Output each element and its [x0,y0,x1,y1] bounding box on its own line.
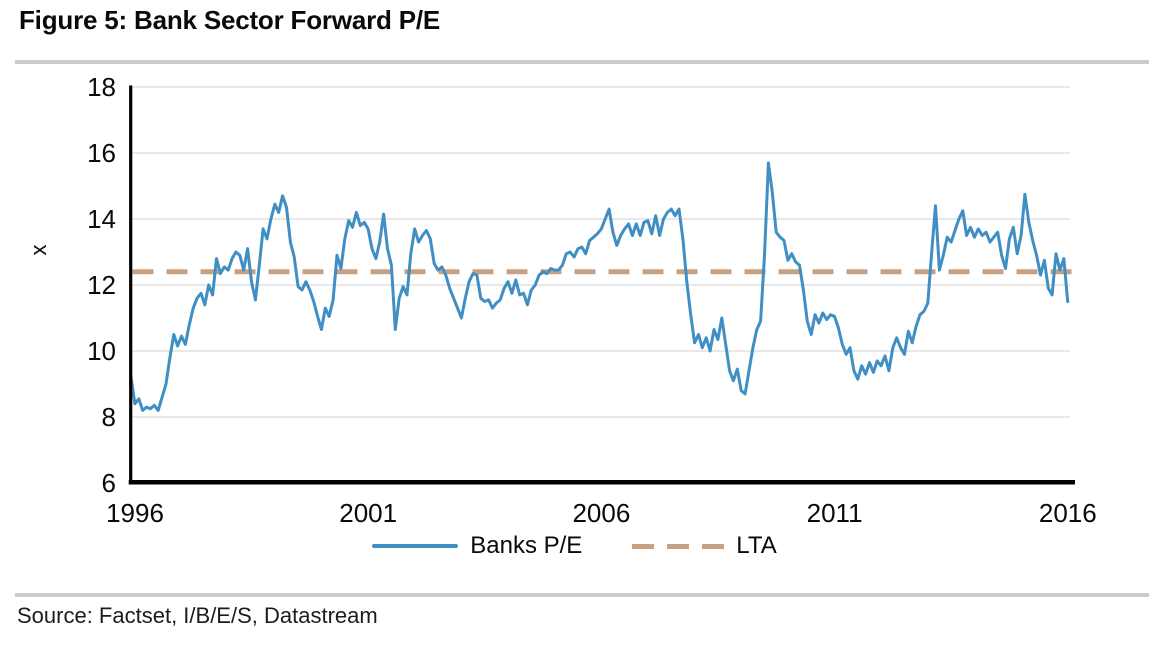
legend-label-banks-pe: Banks P/E [470,532,583,559]
legend-item-banks-pe: Banks P/E [372,532,582,560]
y-tick-label: 6 [102,468,116,498]
y-tick-label: 18 [87,72,116,102]
legend-item-lta: LTA [632,532,777,560]
x-tick-label: 2016 [1039,498,1097,528]
y-tick-label: 16 [87,138,116,168]
legend-label-lta: LTA [736,532,777,559]
y-tick-label: 10 [87,336,116,366]
source-text: Source: Factset, I/B/E/S, Datastream [17,603,378,628]
x-tick-label: 2006 [572,498,630,528]
banks-pe-line-swatch-icon [372,544,459,548]
chart-legend: Banks P/E LTA [0,532,1149,560]
lta-dash-swatch-icon [632,543,725,549]
page-title: Figure 5: Bank Sector Forward P/E [19,5,441,35]
y-tick-label: 14 [87,204,116,234]
x-tick-label: 2011 [807,498,863,528]
y-tick-label: 12 [87,270,116,300]
title-divider [15,60,1149,64]
y-tick-label: 8 [102,402,116,432]
y-axis-title: x [26,245,51,256]
source-divider [15,593,1149,597]
x-tick-label: 1996 [106,498,164,528]
banks-pe-line [129,161,1070,412]
x-tick-label: 2001 [339,498,397,528]
